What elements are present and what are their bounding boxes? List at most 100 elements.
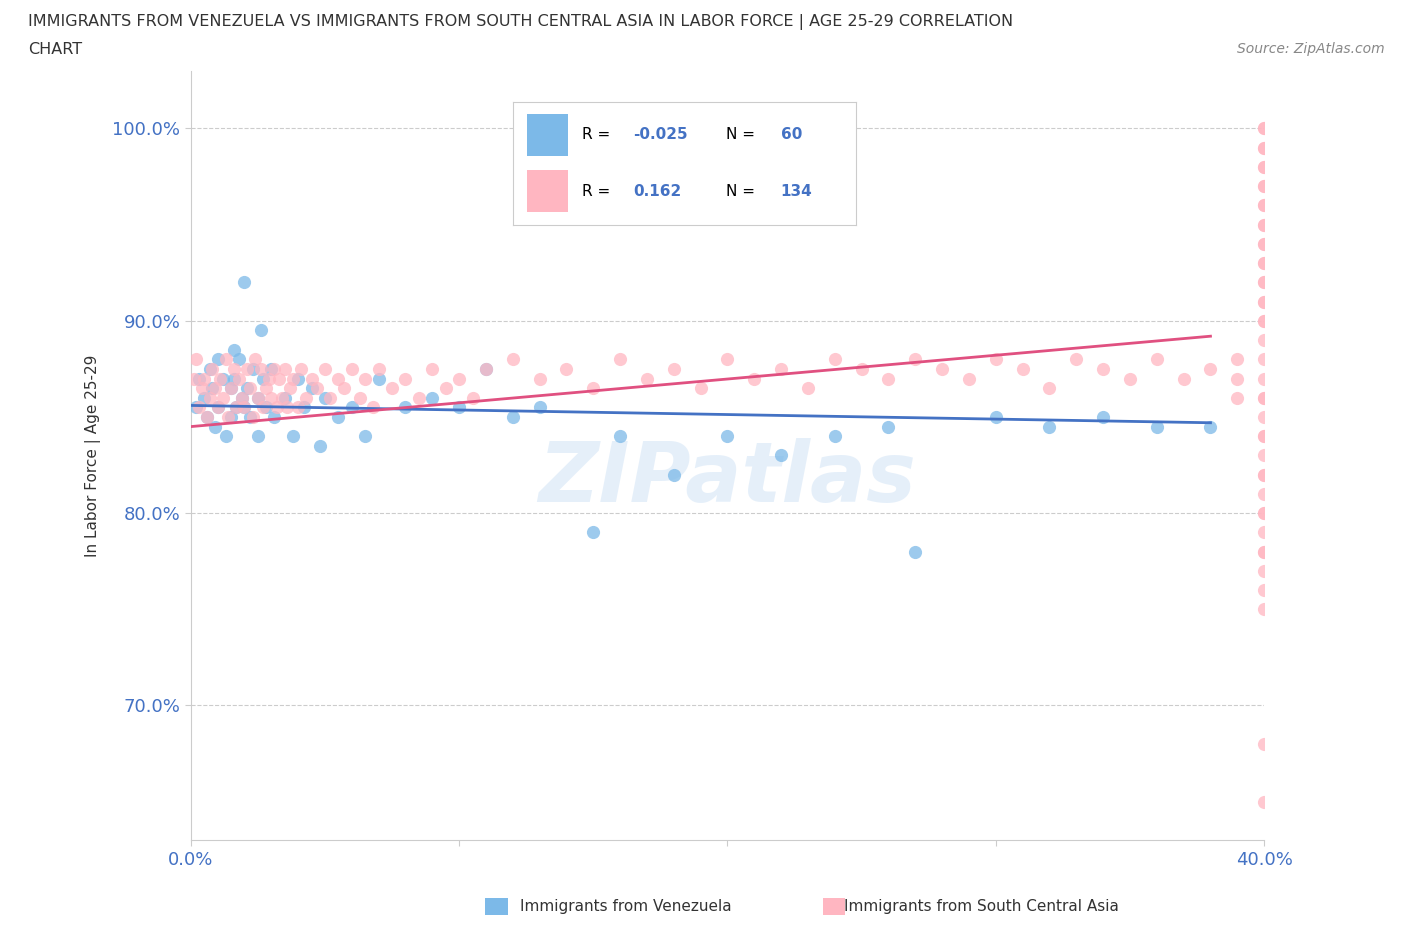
Point — [1253, 313, 1275, 328]
Point — [1253, 218, 1275, 232]
Text: Immigrants from Venezuela: Immigrants from Venezuela — [520, 899, 733, 914]
Point — [609, 429, 631, 444]
Point — [209, 371, 232, 386]
Point — [301, 371, 323, 386]
Point — [212, 391, 235, 405]
Point — [984, 409, 1007, 424]
Point — [1253, 256, 1275, 271]
Point — [252, 400, 274, 415]
Point — [228, 352, 250, 366]
Point — [1253, 121, 1275, 136]
Point — [1253, 352, 1275, 366]
Point — [245, 352, 267, 366]
Point — [305, 380, 328, 395]
Point — [239, 409, 262, 424]
Point — [1253, 391, 1275, 405]
Point — [1253, 429, 1275, 444]
Point — [434, 380, 457, 395]
Point — [186, 352, 208, 366]
Point — [249, 362, 271, 377]
Point — [904, 544, 927, 559]
Point — [198, 391, 221, 405]
Point — [1253, 236, 1275, 251]
Point — [263, 362, 285, 377]
Point — [260, 391, 283, 405]
Point — [475, 362, 498, 377]
Point — [1253, 294, 1275, 309]
Point — [957, 371, 980, 386]
Point — [1253, 313, 1275, 328]
Point — [225, 400, 247, 415]
Point — [1253, 794, 1275, 809]
Point — [1011, 362, 1033, 377]
Point — [1253, 467, 1275, 482]
Point — [1253, 198, 1275, 213]
Point — [1253, 429, 1275, 444]
Point — [276, 400, 298, 415]
Point — [1253, 333, 1275, 348]
Point — [502, 409, 524, 424]
Point — [263, 409, 285, 424]
Point — [1038, 419, 1060, 434]
Point — [904, 352, 927, 366]
Point — [1253, 409, 1275, 424]
Point — [281, 429, 304, 444]
Point — [187, 371, 209, 386]
Point — [301, 380, 323, 395]
Point — [219, 380, 242, 395]
Point — [201, 362, 224, 377]
Point — [461, 391, 484, 405]
Point — [1253, 602, 1275, 617]
Point — [984, 352, 1007, 366]
Point — [1092, 409, 1115, 424]
Point — [1253, 140, 1275, 155]
Point — [797, 380, 820, 395]
Point — [278, 380, 301, 395]
Point — [246, 391, 269, 405]
Point — [308, 438, 330, 453]
Point — [219, 409, 242, 424]
Point — [333, 380, 356, 395]
Point — [367, 362, 389, 377]
Point — [1253, 160, 1275, 175]
Point — [1253, 506, 1275, 521]
Point — [1226, 391, 1249, 405]
Point — [662, 467, 685, 482]
Point — [254, 380, 277, 395]
Point — [340, 362, 363, 377]
Point — [420, 362, 443, 377]
Point — [246, 391, 269, 405]
Point — [1226, 371, 1249, 386]
Point — [502, 352, 524, 366]
Point — [198, 362, 221, 377]
Point — [186, 400, 208, 415]
Point — [770, 448, 793, 463]
Point — [716, 352, 738, 366]
Point — [225, 400, 247, 415]
Point — [361, 400, 384, 415]
Point — [529, 371, 551, 386]
Point — [328, 371, 350, 386]
Point — [1253, 582, 1275, 597]
Point — [1253, 391, 1275, 405]
Point — [242, 362, 264, 377]
Point — [1253, 544, 1275, 559]
Point — [1253, 448, 1275, 463]
Point — [1253, 294, 1275, 309]
Point — [1173, 371, 1195, 386]
Point — [1253, 275, 1275, 290]
Point — [319, 391, 342, 405]
Point — [281, 371, 304, 386]
Point — [269, 371, 291, 386]
Point — [195, 409, 218, 424]
Point — [233, 400, 256, 415]
Point — [215, 429, 238, 444]
Point — [1146, 419, 1168, 434]
Point — [207, 352, 229, 366]
Point — [340, 400, 363, 415]
Point — [1253, 198, 1275, 213]
Point — [1253, 160, 1275, 175]
Point — [1253, 544, 1275, 559]
Point — [254, 400, 277, 415]
Point — [314, 362, 336, 377]
